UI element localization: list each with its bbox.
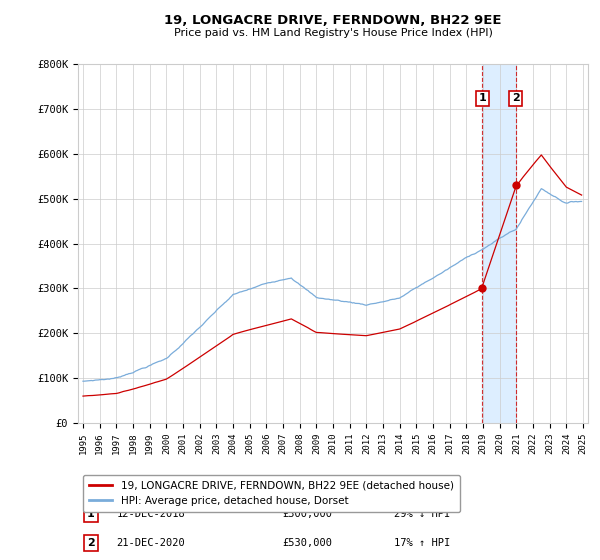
Text: 2: 2 — [512, 94, 520, 104]
Text: 1: 1 — [87, 509, 95, 519]
Text: 12-DEC-2018: 12-DEC-2018 — [116, 509, 185, 519]
Text: 29% ↓ HPI: 29% ↓ HPI — [394, 509, 451, 519]
Text: Price paid vs. HM Land Registry's House Price Index (HPI): Price paid vs. HM Land Registry's House … — [173, 28, 493, 38]
Text: £300,000: £300,000 — [282, 509, 332, 519]
Legend: 19, LONGACRE DRIVE, FERNDOWN, BH22 9EE (detached house), HPI: Average price, det: 19, LONGACRE DRIVE, FERNDOWN, BH22 9EE (… — [83, 475, 460, 512]
Text: 17% ↑ HPI: 17% ↑ HPI — [394, 538, 451, 548]
Text: 19, LONGACRE DRIVE, FERNDOWN, BH22 9EE: 19, LONGACRE DRIVE, FERNDOWN, BH22 9EE — [164, 14, 502, 27]
Text: 21-DEC-2020: 21-DEC-2020 — [116, 538, 185, 548]
Bar — [482, 64, 516, 423]
Text: 2: 2 — [87, 538, 95, 548]
Text: £530,000: £530,000 — [282, 538, 332, 548]
Text: 1: 1 — [478, 94, 486, 104]
